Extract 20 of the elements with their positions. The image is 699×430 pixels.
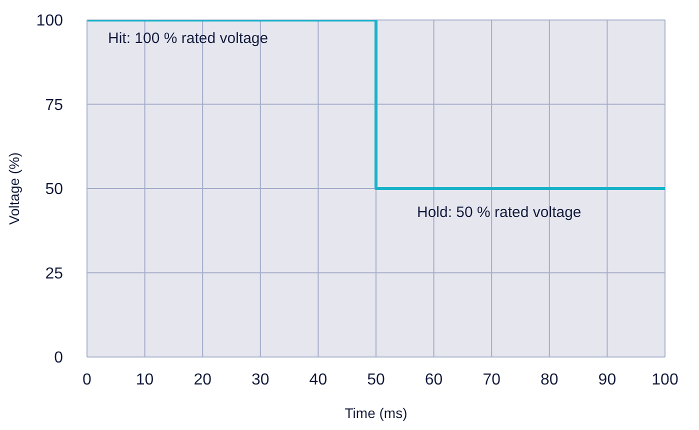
y-tick-label: 75 <box>45 96 64 114</box>
y-tick-label: 25 <box>45 265 64 282</box>
y-axis-title: Voltage (%) <box>6 152 22 225</box>
y-tick-label: 50 <box>45 181 64 198</box>
annotation: Hold: 50 % rated voltage <box>417 204 582 221</box>
y-tick-label: 100 <box>36 12 64 30</box>
x-tick-label: 90 <box>598 371 616 388</box>
x-tick-label: 80 <box>540 371 558 388</box>
x-tick-label: 60 <box>424 371 443 388</box>
x-tick-label: 50 <box>367 371 385 388</box>
x-tick-label: 30 <box>252 371 270 388</box>
x-tick-label: 40 <box>309 371 328 388</box>
y-tick-label: 0 <box>54 350 64 367</box>
x-tick-label: 10 <box>136 371 154 388</box>
x-tick-label: 20 <box>194 371 212 388</box>
x-tick-label: 0 <box>82 371 92 388</box>
x-axis-title: Time (ms) <box>344 405 408 421</box>
x-tick-label: 70 <box>482 371 501 388</box>
annotation: Hit: 100 % rated voltage <box>108 30 268 47</box>
x-tick-label: 100 <box>652 371 678 388</box>
